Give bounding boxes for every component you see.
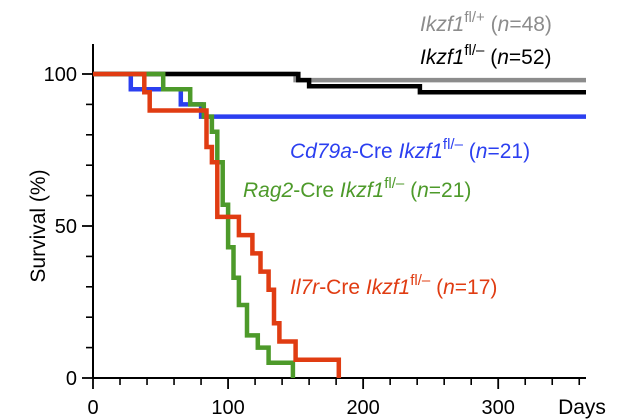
series-label-2: Ikzf1fl/– (n=52) — [420, 42, 552, 69]
x-axis-title: Days — [558, 396, 606, 419]
y-axis-title: Survival (%) — [27, 169, 50, 282]
series-label-4: Rag2-Cre Ikzf1fl/– (n=21) — [243, 175, 471, 202]
survival-curve-3 — [93, 71, 586, 119]
y-tick-label: 100 — [44, 64, 77, 86]
survival-curves — [93, 71, 586, 378]
series-label-3: Cd79a-Cre Ikzf1fl/– (n=21) — [290, 136, 530, 163]
x-tick-label: 300 — [482, 397, 515, 419]
series-label-5: Il7r-Cre Ikzf1fl/– (n=17) — [290, 272, 497, 299]
axes: 0 100 200 300 0 50 100 — [44, 44, 586, 419]
y-tick-label: 50 — [55, 216, 77, 238]
survival-curve-2 — [93, 71, 586, 95]
series-labels: Ikzf1fl/+ (n=48) Ikzf1fl/– (n=52) Cd79a-Cr… — [243, 9, 552, 299]
survival-curve-5 — [93, 71, 342, 378]
survival-curve-4 — [93, 71, 296, 378]
series-label-1: Ikzf1fl/+ (n=48) — [420, 9, 552, 36]
y-tick-label: 0 — [66, 368, 77, 390]
x-tick-label: 100 — [211, 397, 244, 419]
x-tick-label: 0 — [87, 397, 98, 419]
x-tick-label: 200 — [346, 397, 379, 419]
